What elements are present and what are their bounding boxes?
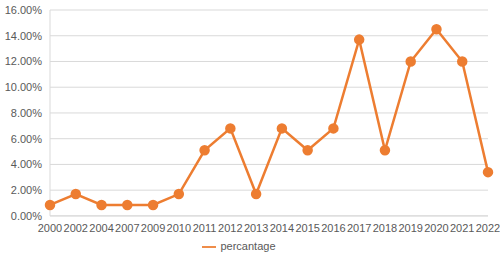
svg-text:2019: 2019 [398, 222, 422, 234]
svg-text:2000: 2000 [38, 222, 62, 234]
svg-text:6.00%: 6.00% [11, 133, 42, 145]
svg-text:2014: 2014 [270, 222, 294, 234]
svg-text:0.00%: 0.00% [11, 210, 42, 222]
svg-text:12.00%: 12.00% [8, 55, 42, 67]
svg-text:2002: 2002 [64, 222, 88, 234]
svg-text:2020: 2020 [424, 222, 448, 234]
svg-text:2007: 2007 [115, 222, 139, 234]
svg-text:2011: 2011 [193, 222, 217, 234]
svg-text:2009: 2009 [141, 222, 165, 234]
svg-text:16.00%: 16.00% [8, 4, 42, 16]
svg-text:2018: 2018 [373, 222, 397, 234]
svg-text:2021: 2021 [450, 222, 474, 234]
svg-text:2015: 2015 [295, 222, 319, 234]
svg-text:2.00%: 2.00% [11, 184, 42, 196]
svg-text:2022: 2022 [476, 222, 492, 234]
svg-text:2004: 2004 [89, 222, 113, 234]
svg-text:2017: 2017 [347, 222, 371, 234]
html-text:percantage: percantage [220, 239, 276, 252]
svg-text:2013: 2013 [244, 222, 268, 234]
svg-text:2012: 2012 [218, 222, 242, 234]
svg-text:14.00%: 14.00% [8, 30, 42, 42]
svg-text:4.00%: 4.00% [11, 158, 42, 170]
svg-text:8.00%: 8.00% [11, 107, 42, 119]
svg-text:2010: 2010 [167, 222, 191, 234]
svg-text:10.00%: 10.00% [8, 81, 42, 93]
svg-text:2016: 2016 [321, 222, 345, 234]
